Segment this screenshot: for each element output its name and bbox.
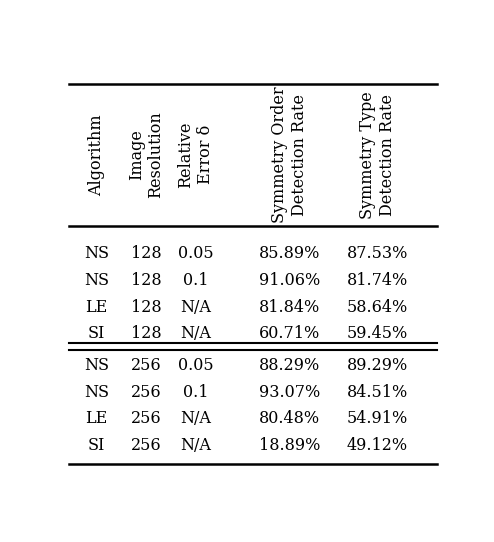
Text: 89.29%: 89.29% [347, 357, 408, 374]
Text: 88.29%: 88.29% [259, 357, 320, 374]
Text: 59.45%: 59.45% [347, 325, 408, 343]
Text: NS: NS [83, 357, 109, 374]
Text: 58.64%: 58.64% [347, 299, 408, 315]
Text: 60.71%: 60.71% [259, 325, 320, 343]
Text: 128: 128 [131, 272, 161, 289]
Text: 0.05: 0.05 [178, 357, 213, 374]
Text: Symmetry Type
Detection Rate: Symmetry Type Detection Rate [359, 91, 396, 218]
Text: 54.91%: 54.91% [347, 410, 408, 428]
Text: Relative
Error δ: Relative Error δ [177, 121, 214, 188]
Text: N/A: N/A [180, 299, 211, 315]
Text: 81.74%: 81.74% [347, 272, 408, 289]
Text: 91.06%: 91.06% [259, 272, 320, 289]
Text: 256: 256 [131, 437, 161, 454]
Text: Symmetry Order
Detection Rate: Symmetry Order Detection Rate [271, 87, 308, 223]
Text: 128: 128 [131, 299, 161, 315]
Text: 49.12%: 49.12% [347, 437, 408, 454]
Text: 128: 128 [131, 245, 161, 262]
Text: Algorithm: Algorithm [88, 114, 105, 196]
Text: SI: SI [87, 325, 105, 343]
Text: 0.1: 0.1 [183, 384, 208, 401]
Text: NS: NS [83, 384, 109, 401]
Text: Image
Resolution: Image Resolution [127, 112, 165, 198]
Text: N/A: N/A [180, 437, 211, 454]
Text: NS: NS [83, 272, 109, 289]
Text: 84.51%: 84.51% [347, 384, 408, 401]
Text: NS: NS [83, 245, 109, 262]
Text: SI: SI [87, 437, 105, 454]
Text: 256: 256 [131, 384, 161, 401]
Text: 87.53%: 87.53% [347, 245, 408, 262]
Text: 0.1: 0.1 [183, 272, 208, 289]
Text: N/A: N/A [180, 325, 211, 343]
Text: N/A: N/A [180, 410, 211, 428]
Text: 81.84%: 81.84% [259, 299, 320, 315]
Text: 93.07%: 93.07% [259, 384, 320, 401]
Text: LE: LE [85, 410, 107, 428]
Text: 18.89%: 18.89% [259, 437, 320, 454]
Text: 256: 256 [131, 357, 161, 374]
Text: 256: 256 [131, 410, 161, 428]
Text: 80.48%: 80.48% [259, 410, 320, 428]
Text: LE: LE [85, 299, 107, 315]
Text: 0.05: 0.05 [178, 245, 213, 262]
Text: 85.89%: 85.89% [259, 245, 320, 262]
Text: 128: 128 [131, 325, 161, 343]
